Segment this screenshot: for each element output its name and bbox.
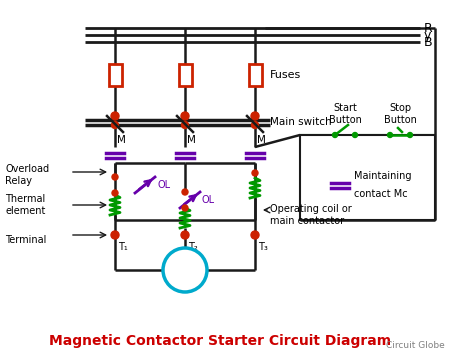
Circle shape — [163, 248, 207, 292]
Text: T₂: T₂ — [188, 242, 198, 252]
Text: R: R — [424, 22, 433, 35]
Text: Thermal
element: Thermal element — [5, 194, 45, 216]
Bar — [179, 64, 192, 86]
Text: Terminal: Terminal — [5, 235, 46, 245]
Text: Start
Button: Start Button — [328, 103, 361, 125]
Text: Stop
Button: Stop Button — [383, 103, 416, 125]
Text: Motor: Motor — [169, 265, 201, 275]
Bar — [300, 135, 435, 220]
Text: Main switch: Main switch — [270, 117, 332, 127]
Circle shape — [252, 170, 258, 176]
Circle shape — [112, 190, 118, 196]
Text: M: M — [117, 135, 126, 145]
Text: M: M — [187, 135, 196, 145]
Circle shape — [387, 132, 392, 138]
Circle shape — [182, 189, 188, 195]
Circle shape — [112, 122, 118, 129]
Text: Operating coil or
main contactor: Operating coil or main contactor — [270, 204, 352, 226]
Text: OL: OL — [157, 180, 170, 190]
Text: OL: OL — [202, 195, 215, 205]
Circle shape — [408, 132, 413, 138]
Circle shape — [182, 205, 188, 211]
Text: M: M — [257, 135, 266, 145]
Text: Fuses: Fuses — [270, 70, 301, 80]
Circle shape — [352, 132, 357, 138]
Text: Circuit Globe: Circuit Globe — [386, 341, 445, 350]
Circle shape — [251, 112, 259, 120]
Text: Overload
Relay: Overload Relay — [5, 164, 49, 186]
Bar — [248, 64, 261, 86]
Circle shape — [251, 231, 259, 239]
Text: contact Mc: contact Mc — [354, 189, 408, 199]
Text: B: B — [424, 36, 432, 49]
Text: Magnetic Contactor Starter Circuit Diagram: Magnetic Contactor Starter Circuit Diagr… — [49, 334, 391, 348]
Circle shape — [111, 231, 119, 239]
Circle shape — [333, 132, 338, 138]
Text: Maintaining: Maintaining — [354, 171, 411, 181]
Text: T₃: T₃ — [258, 242, 268, 252]
Text: T₁: T₁ — [118, 242, 128, 252]
Circle shape — [181, 112, 189, 120]
Circle shape — [111, 112, 119, 120]
Bar — [108, 64, 122, 86]
Circle shape — [252, 122, 258, 129]
Circle shape — [181, 122, 189, 129]
Circle shape — [181, 231, 189, 239]
Circle shape — [112, 174, 118, 180]
Text: y: y — [424, 28, 432, 41]
